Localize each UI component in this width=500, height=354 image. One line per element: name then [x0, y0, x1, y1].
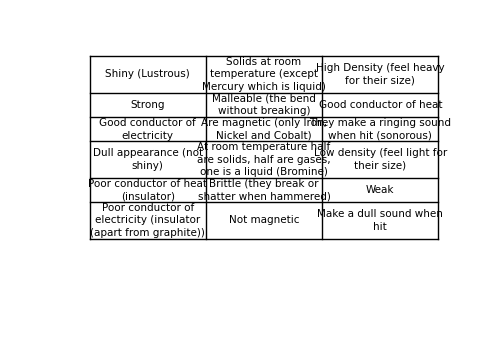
- Text: Good conductor of heat: Good conductor of heat: [318, 100, 442, 110]
- Text: Poor conductor of heat
(insulator): Poor conductor of heat (insulator): [88, 179, 207, 201]
- Text: Malleable (the bend
without breaking): Malleable (the bend without breaking): [212, 93, 316, 116]
- Text: They make a ringing sound
when hit (sonorous): They make a ringing sound when hit (sono…: [310, 118, 452, 141]
- Text: Dull appearance (not
shiny): Dull appearance (not shiny): [92, 148, 203, 171]
- Text: Are magnetic (only Iron,
Nickel and Cobalt): Are magnetic (only Iron, Nickel and Coba…: [201, 118, 327, 141]
- Text: Not magnetic: Not magnetic: [229, 216, 299, 225]
- Text: Poor conductor of
electricity (insulator
(apart from graphite)): Poor conductor of electricity (insulator…: [90, 203, 205, 238]
- Text: High Density (feel heavy
for their size): High Density (feel heavy for their size): [316, 63, 444, 86]
- Text: Good conductor of
electricity: Good conductor of electricity: [100, 118, 196, 141]
- Text: Make a dull sound when
hit: Make a dull sound when hit: [318, 209, 443, 232]
- Text: Strong: Strong: [130, 100, 165, 110]
- Text: Low density (feel light for
their size): Low density (feel light for their size): [314, 148, 447, 171]
- Text: Weak: Weak: [366, 185, 394, 195]
- Text: Shiny (Lustrous): Shiny (Lustrous): [106, 69, 190, 79]
- Text: Brittle (they break or
shatter when hammered): Brittle (they break or shatter when hamm…: [198, 179, 330, 201]
- Text: At room temperature half
are solids, half are gases,
one is a liquid (Bromine): At room temperature half are solids, hal…: [197, 142, 331, 177]
- Text: Solids at room
temperature (except
Mercury which is liquid): Solids at room temperature (except Mercu…: [202, 57, 326, 92]
